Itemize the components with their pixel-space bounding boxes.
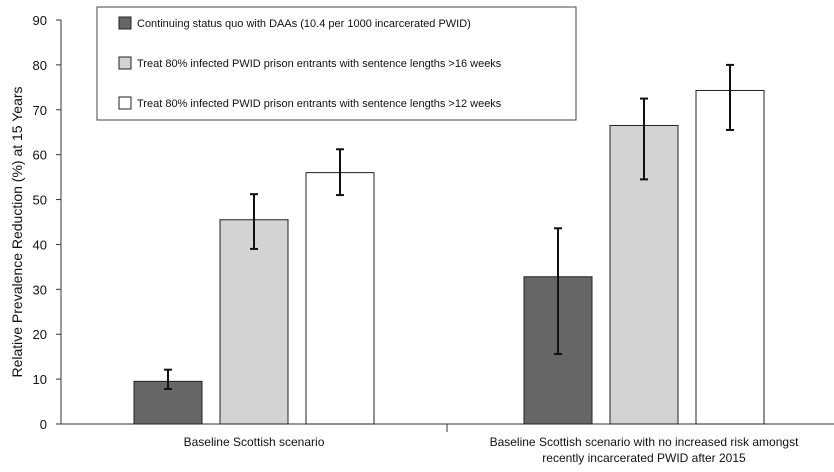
legend-swatch-2 <box>118 56 132 70</box>
y-tick-label: 90 <box>33 13 47 28</box>
y-tick-label: 70 <box>33 103 47 118</box>
bar-series-3-group-2 <box>695 89 765 425</box>
legend-swatch-3 <box>118 96 132 110</box>
y-tick-label: 30 <box>33 282 47 297</box>
y-tick-label: 80 <box>33 58 47 73</box>
legend-label-1: Continuing status quo with DAAs (10.4 pe… <box>137 18 471 30</box>
y-tick-label: 50 <box>33 193 47 208</box>
bar-series-3-group-1 <box>305 172 375 425</box>
legend-label-2: Treat 80% infected PWID prison entrants … <box>137 58 502 70</box>
y-tick-label: 40 <box>33 237 47 252</box>
x-category-label: recently incarcerated PWID after 2015 <box>542 451 746 465</box>
y-tick-label: 60 <box>33 148 47 163</box>
bar-series-1-group-1 <box>133 380 203 425</box>
bar-series-2-group-1 <box>219 219 289 425</box>
y-tick-label: 10 <box>33 372 47 387</box>
y-tick-label: 20 <box>33 327 47 342</box>
legend-swatch-1 <box>118 16 132 30</box>
y-axis-label: Relative Prevalence Reduction (%) at 15 … <box>9 86 25 377</box>
y-tick-label: 0 <box>40 417 47 432</box>
legend-box <box>96 6 577 121</box>
legend-label-3: Treat 80% infected PWID prison entrants … <box>137 98 502 110</box>
x-category-label: Baseline Scottish scenario <box>184 435 325 449</box>
x-category-label: Baseline Scottish scenario with no incre… <box>490 435 799 449</box>
